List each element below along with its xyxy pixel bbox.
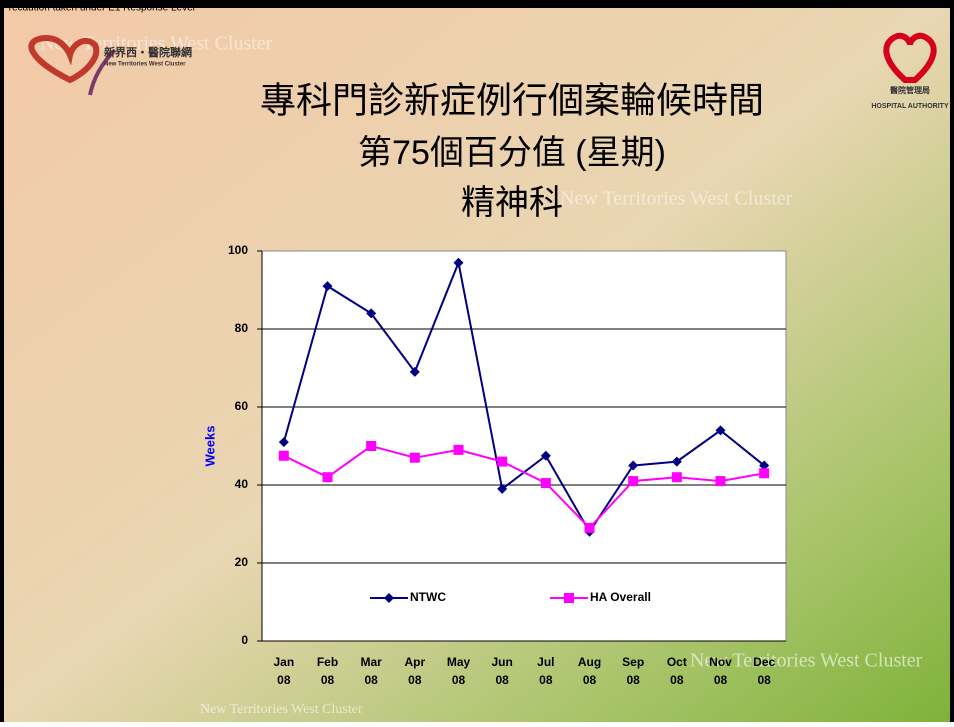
right-logo-en: HOSPITAL AUTHORITY	[871, 103, 949, 110]
y-tick-label: 0	[241, 633, 248, 647]
marker	[715, 476, 726, 487]
marker	[497, 456, 508, 467]
marker	[628, 476, 639, 487]
watermark: New Territories West Cluster	[690, 650, 923, 672]
marker	[584, 522, 595, 533]
marker	[453, 257, 464, 268]
x-tick-label: Oct 08	[667, 655, 687, 687]
left-logo-cn: 新界西‧醫院聯網	[104, 45, 192, 59]
marker	[715, 425, 726, 436]
y-tick-label: 80	[235, 321, 249, 335]
watermark: New Territories West Cluster	[200, 702, 363, 717]
left-logo-stroke	[88, 48, 117, 96]
marker	[453, 444, 464, 455]
x-tick-label: Feb 08	[317, 655, 338, 687]
marker	[322, 472, 333, 483]
watermark: New Territories West Cluster	[560, 188, 793, 210]
marker	[409, 452, 420, 463]
marker	[564, 593, 574, 603]
x-tick-label: Apr 08	[404, 655, 425, 687]
legend-label: NTWC	[410, 590, 446, 604]
marker	[628, 460, 639, 471]
marker	[671, 456, 682, 467]
title-line: 精神科	[461, 184, 563, 222]
x-tick-label: Aug 08	[578, 655, 601, 687]
y-tick-label: 60	[235, 399, 249, 413]
marker	[278, 437, 289, 448]
x-tick-label: Jul 08	[537, 655, 554, 687]
plot-area	[261, 250, 787, 642]
y-tick-label: 100	[228, 243, 248, 257]
y-axis-label: Weeks	[202, 426, 217, 467]
marker	[540, 450, 551, 461]
series-line	[283, 444, 765, 530]
left-logo-en: New Territories West Cluster	[104, 62, 186, 68]
right-logo-cn: 醫院管理局	[890, 85, 930, 95]
x-tick-label: Mar 08	[360, 655, 382, 687]
x-tick-label: Sep 08	[622, 655, 644, 687]
marker	[322, 281, 333, 292]
marker	[497, 483, 508, 494]
y-tick-label: 40	[235, 477, 249, 491]
title-line: 專科門診新症例行個案輪候時間	[260, 80, 764, 121]
marker	[278, 450, 289, 461]
legend-label: HA Overall	[590, 590, 651, 604]
x-tick-label: May 08	[447, 655, 471, 687]
marker	[409, 366, 420, 377]
marker	[384, 593, 394, 603]
marker	[671, 472, 682, 483]
x-tick-label: Jan 08	[273, 655, 294, 687]
marker	[759, 460, 770, 471]
x-tick-label: Nov 08	[709, 655, 732, 687]
notice: Precaution taken under E1 Response Level	[2, 2, 195, 13]
x-tick-label: Jun 08	[491, 655, 512, 687]
marker	[540, 478, 551, 489]
right-logo	[883, 32, 937, 83]
title-line: 第75個百分值 (星期)	[358, 134, 666, 172]
marker	[759, 468, 770, 479]
y-tick-label: 20	[235, 555, 249, 569]
marker	[366, 441, 377, 451]
left-logo-heart	[28, 35, 100, 84]
x-tick-label: Dec 08	[753, 655, 775, 687]
marker	[366, 308, 377, 319]
